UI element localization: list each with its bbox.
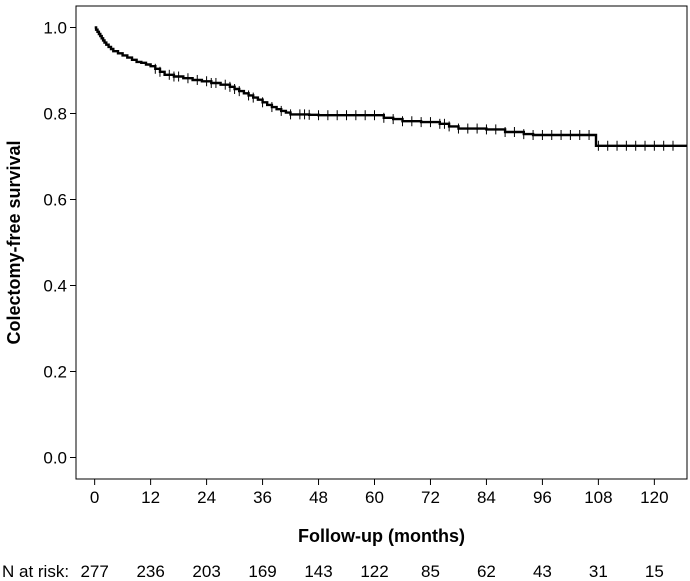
x-tick-label: 120 bbox=[640, 488, 668, 507]
x-tick-label: 72 bbox=[421, 488, 440, 507]
x-tick-label: 84 bbox=[477, 488, 496, 507]
risk-count: 169 bbox=[248, 562, 276, 581]
x-tick-label: 0 bbox=[90, 488, 99, 507]
x-tick-label: 96 bbox=[533, 488, 552, 507]
risk-count: 43 bbox=[533, 562, 552, 581]
y-tick-label: 1.0 bbox=[43, 19, 67, 38]
x-tick-label: 36 bbox=[253, 488, 272, 507]
risk-count: 31 bbox=[589, 562, 608, 581]
risk-count: 203 bbox=[192, 562, 220, 581]
x-tick-label: 12 bbox=[141, 488, 160, 507]
y-tick-label: 0.2 bbox=[43, 363, 67, 382]
x-tick-label: 24 bbox=[197, 488, 216, 507]
plot-frame bbox=[75, 5, 688, 480]
y-axis-title: Colectomy-free survival bbox=[4, 140, 24, 344]
y-tick-label: 0.0 bbox=[43, 449, 67, 468]
risk-count: 236 bbox=[136, 562, 164, 581]
x-axis-title: Follow-up (months) bbox=[298, 526, 465, 546]
risk-count: 62 bbox=[477, 562, 496, 581]
x-tick-label: 48 bbox=[309, 488, 328, 507]
tick-labels-group: 0.0 0.2 0.4 0.6 0.8 1.0 0 12 24 36 48 60 72 84 96 108 12… bbox=[43, 19, 668, 508]
risk-table: N at risk: 277 236 203 169 143 122 85 62 43 31 15 bbox=[2, 562, 664, 581]
y-tick-label: 0.8 bbox=[43, 105, 67, 124]
survival-curve-group bbox=[94, 26, 687, 147]
risk-count: 143 bbox=[304, 562, 332, 581]
axes bbox=[70, 5, 688, 485]
censor-marks-group bbox=[154, 63, 674, 151]
risk-count: 277 bbox=[80, 562, 108, 581]
x-tick-label: 108 bbox=[584, 488, 612, 507]
risk-count: 15 bbox=[645, 562, 664, 581]
risk-count: 122 bbox=[360, 562, 388, 581]
y-tick-label: 0.4 bbox=[43, 277, 67, 296]
risk-table-label: N at risk: bbox=[2, 562, 69, 581]
y-tick-label: 0.6 bbox=[43, 191, 67, 210]
x-tick-label: 60 bbox=[365, 488, 384, 507]
survival-curve bbox=[94, 26, 687, 147]
risk-count: 85 bbox=[421, 562, 440, 581]
